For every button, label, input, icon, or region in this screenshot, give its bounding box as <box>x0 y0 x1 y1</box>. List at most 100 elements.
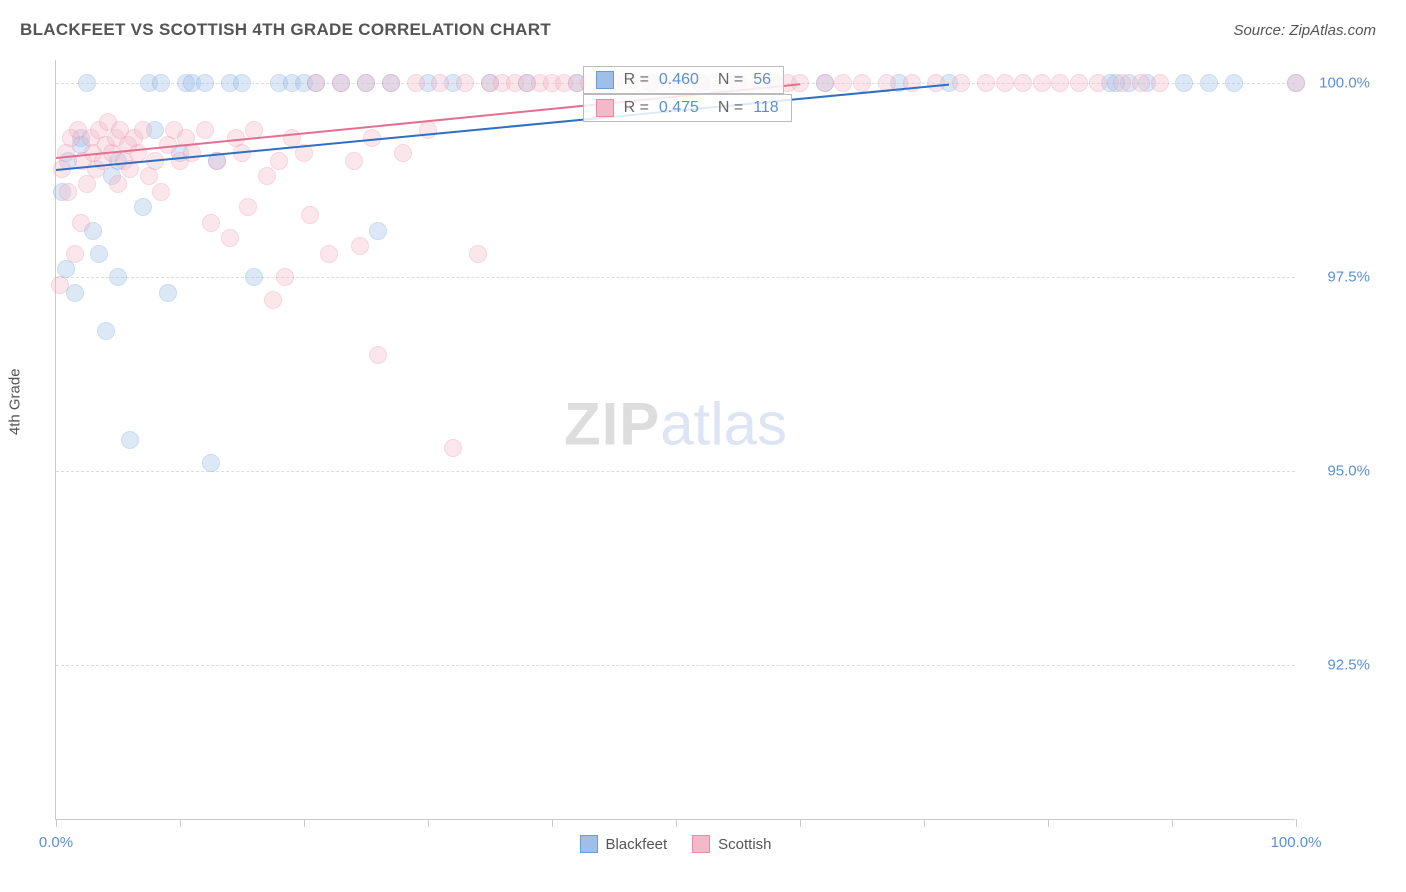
data-point <box>419 121 437 139</box>
stats-n-label: N = <box>709 99 743 117</box>
data-point <box>90 245 108 263</box>
legend-swatch-scottish <box>692 835 710 853</box>
xtick <box>56 819 57 827</box>
xtick <box>180 819 181 827</box>
chart-header: BLACKFEET VS SCOTTISH 4TH GRADE CORRELAT… <box>0 0 1406 50</box>
data-point <box>1033 74 1051 92</box>
stats-r-value: 0.460 <box>659 71 699 89</box>
data-point <box>109 175 127 193</box>
xtick <box>428 819 429 827</box>
data-point <box>1151 74 1169 92</box>
data-point <box>307 74 325 92</box>
ytick-label: 100.0% <box>1319 75 1370 92</box>
data-point <box>233 74 251 92</box>
data-point <box>129 144 147 162</box>
data-point <box>239 198 257 216</box>
stats-swatch <box>596 71 614 89</box>
data-point <box>51 276 69 294</box>
xtick <box>552 819 553 827</box>
stats-n-label: N = <box>709 71 743 89</box>
data-point <box>1070 74 1088 92</box>
data-point <box>276 268 294 286</box>
watermark-zip: ZIP <box>564 391 660 458</box>
data-point <box>952 74 970 92</box>
data-point <box>1200 74 1218 92</box>
y-axis-label: 4th Grade <box>7 368 24 435</box>
ytick-label: 92.5% <box>1327 656 1370 673</box>
data-point <box>1051 74 1069 92</box>
data-point <box>202 214 220 232</box>
data-point <box>834 74 852 92</box>
stats-n-value: 56 <box>753 71 771 89</box>
data-point <box>270 152 288 170</box>
xtick-label: 0.0% <box>39 834 73 851</box>
data-point <box>407 74 425 92</box>
data-point <box>202 454 220 472</box>
xtick <box>304 819 305 827</box>
data-point <box>221 229 239 247</box>
legend-swatch-blackfeet <box>579 835 597 853</box>
stats-box: R = 0.460 N = 56 <box>583 66 784 94</box>
data-point <box>469 245 487 263</box>
data-point <box>1287 74 1305 92</box>
watermark: ZIPatlas <box>564 390 787 459</box>
data-point <box>332 74 350 92</box>
data-point <box>159 284 177 302</box>
chart-source: Source: ZipAtlas.com <box>1233 22 1376 39</box>
watermark-atlas: atlas <box>660 391 787 458</box>
data-point <box>1113 74 1131 92</box>
data-point <box>1175 74 1193 92</box>
data-point <box>369 346 387 364</box>
chart-title: BLACKFEET VS SCOTTISH 4TH GRADE CORRELAT… <box>20 20 551 40</box>
data-point <box>72 214 90 232</box>
data-point <box>78 74 96 92</box>
data-point <box>1132 74 1150 92</box>
data-point <box>78 175 96 193</box>
gridline <box>56 471 1295 472</box>
xtick <box>1296 819 1297 827</box>
gridline <box>56 665 1295 666</box>
ytick-label: 95.0% <box>1327 463 1370 480</box>
data-point <box>183 144 201 162</box>
stats-n-value: 118 <box>753 99 779 117</box>
data-point <box>264 291 282 309</box>
data-point <box>345 152 363 170</box>
data-point <box>1089 74 1107 92</box>
data-point <box>59 183 77 201</box>
data-point <box>369 222 387 240</box>
data-point <box>134 121 152 139</box>
data-point <box>152 183 170 201</box>
data-point <box>1225 74 1243 92</box>
data-point <box>394 144 412 162</box>
data-point <box>283 129 301 147</box>
data-point <box>431 74 449 92</box>
data-point <box>853 74 871 92</box>
data-point <box>258 167 276 185</box>
data-point <box>134 198 152 216</box>
data-point <box>57 144 75 162</box>
stats-r-label: R = <box>624 71 649 89</box>
data-point <box>121 431 139 449</box>
ytick-label: 97.5% <box>1327 269 1370 286</box>
xtick <box>1172 819 1173 827</box>
data-point <box>140 167 158 185</box>
data-point <box>320 245 338 263</box>
data-point <box>245 268 263 286</box>
xtick <box>924 819 925 827</box>
legend-label-scottish: Scottish <box>718 836 771 853</box>
data-point <box>996 74 1014 92</box>
data-point <box>196 121 214 139</box>
data-point <box>109 268 127 286</box>
data-point <box>456 74 474 92</box>
xtick <box>1048 819 1049 827</box>
stats-box: R = 0.475 N = 118 <box>583 94 792 122</box>
legend-item-scottish: Scottish <box>692 835 771 853</box>
xtick <box>676 819 677 827</box>
data-point <box>357 74 375 92</box>
data-point <box>351 237 369 255</box>
data-point <box>444 439 462 457</box>
data-point <box>1014 74 1032 92</box>
legend-label-blackfeet: Blackfeet <box>605 836 667 853</box>
stats-r-label: R = <box>624 99 649 117</box>
data-point <box>816 74 834 92</box>
